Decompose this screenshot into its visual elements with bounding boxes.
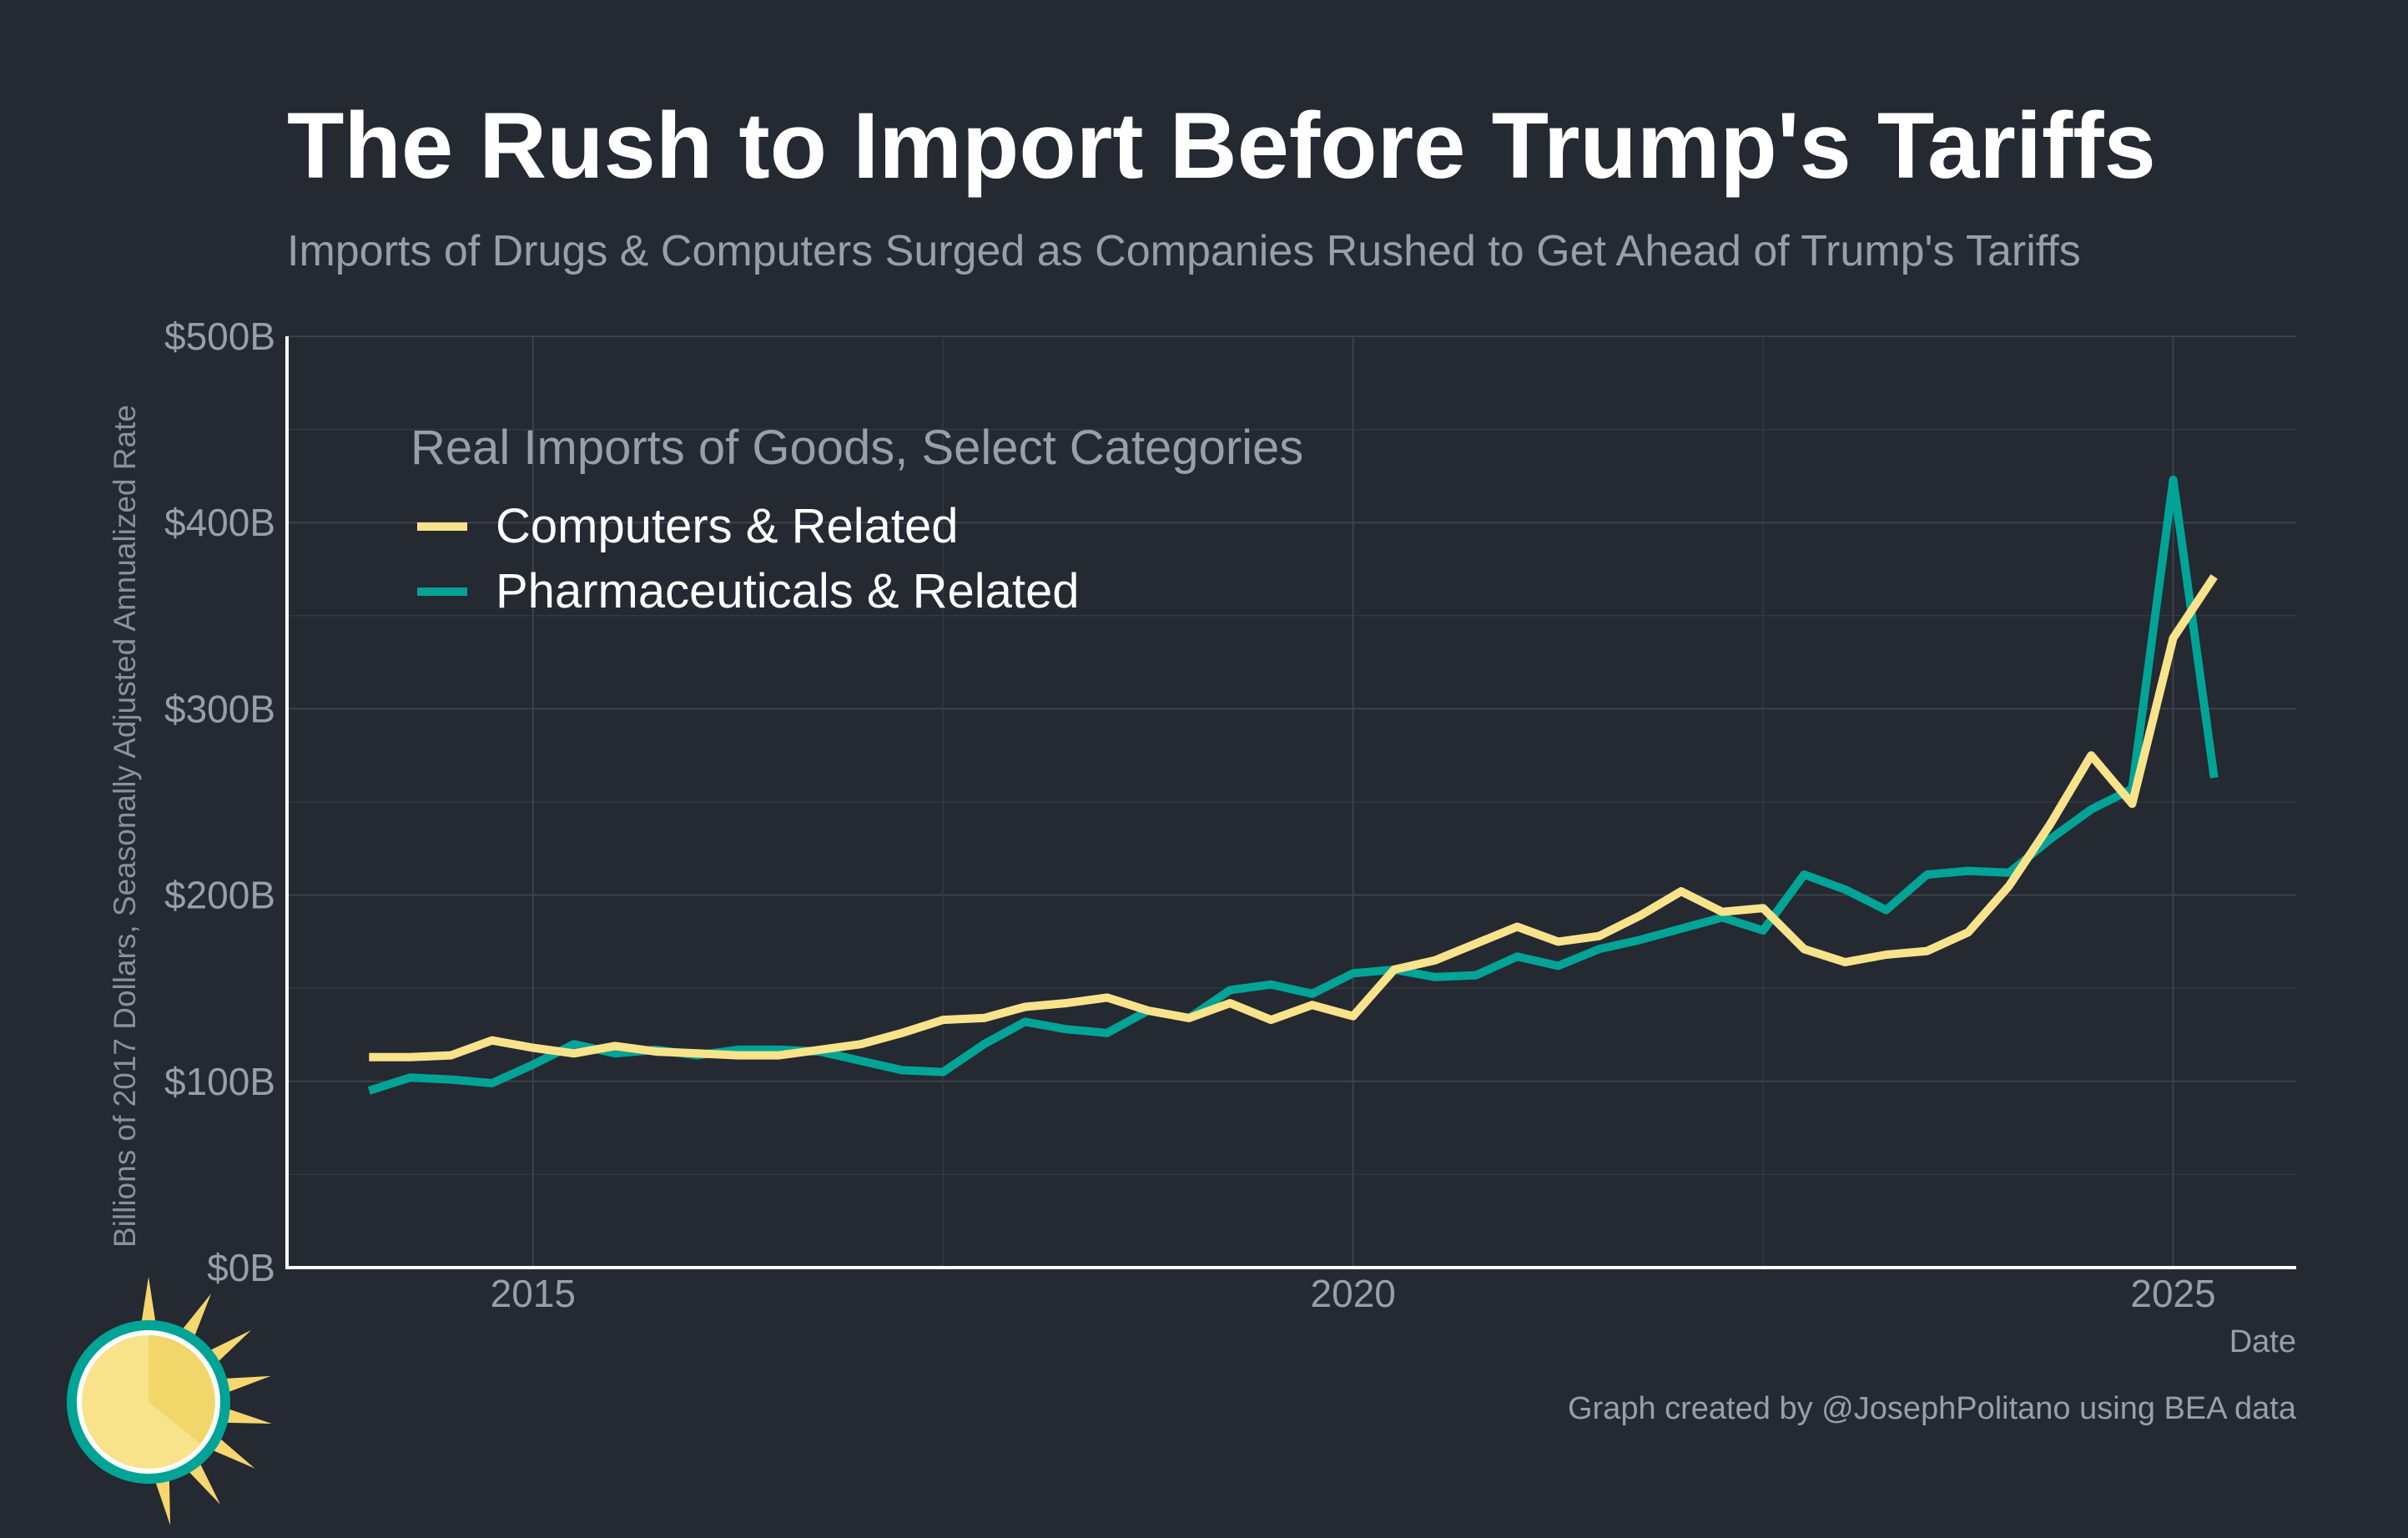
- y-tick-labels: $0B $100B $200B $300B $400B $500B: [164, 315, 275, 1289]
- grid: [287, 335, 2296, 1268]
- x-tick-label: 2015: [491, 1272, 576, 1315]
- y-tick-label: $200B: [164, 874, 275, 917]
- chart-title: The Rush to Import Before Trump's Tariff…: [287, 93, 2156, 198]
- series-line-computers: [369, 574, 2218, 1061]
- legend-label-pharma: Pharmaceuticals & Related: [496, 564, 1080, 618]
- y-tick-label: $400B: [164, 501, 275, 544]
- x-tick-label: 2025: [2130, 1272, 2215, 1315]
- x-axis-label: Date: [2229, 1324, 2296, 1359]
- y-tick-label: $500B: [164, 315, 275, 358]
- legend-label-computers: Computers & Related: [496, 499, 958, 553]
- x-tick-labels: 2015 2020 2025: [491, 1272, 2216, 1315]
- legend-title: Real Imports of Goods, Select Categories: [411, 421, 1303, 475]
- series-lines: [367, 475, 2219, 1095]
- legend: Real Imports of Goods, Select Categories…: [411, 421, 1303, 618]
- y-axis-label: Billions of 2017 Dollars, Seasonally Adj…: [108, 405, 142, 1248]
- sun-logo-icon: [67, 1277, 272, 1525]
- chart-subtitle: Imports of Drugs & Computers Surged as C…: [287, 227, 2081, 275]
- y-tick-label: $100B: [164, 1060, 275, 1103]
- credit-text: Graph created by @JosephPolitano using B…: [1568, 1391, 2297, 1426]
- x-tick-label: 2020: [1311, 1272, 1396, 1315]
- y-tick-label: $300B: [164, 687, 275, 730]
- y-tick-label: $0B: [207, 1246, 275, 1289]
